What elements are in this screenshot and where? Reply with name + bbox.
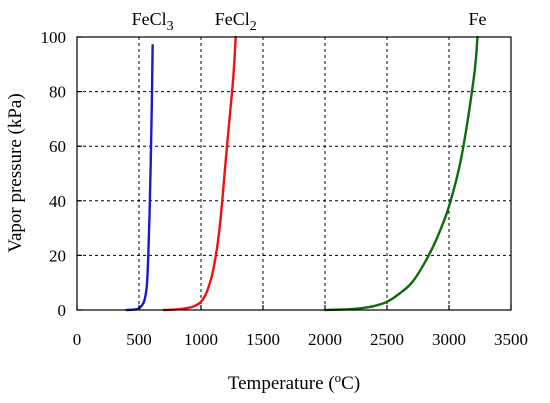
x-tick-label: 1000 — [184, 330, 218, 349]
series-line-fecl2 — [162, 35, 237, 312]
x-tick-label: 0 — [73, 330, 82, 349]
y-tick-label: 60 — [49, 137, 66, 156]
series-group — [125, 35, 479, 312]
x-axis-label: Temperature (oC) — [228, 370, 360, 394]
series-label-fecl2: FeCl2 — [215, 9, 257, 34]
y-tick-label: 0 — [58, 301, 67, 320]
x-tick-label: 1500 — [246, 330, 280, 349]
series-labels: FeCl3 FeCl2 Fe — [132, 9, 487, 34]
x-tick-label: 500 — [126, 330, 152, 349]
x-tick-label: 2000 — [308, 330, 342, 349]
axis-ticks: 0 500 1000 1500 2000 2500 3000 3500 0 20 40 60 80 100 — [41, 28, 529, 349]
y-tick-label: 40 — [49, 192, 66, 211]
plot-frame — [76, 36, 512, 311]
y-tick-label: 100 — [41, 28, 67, 47]
x-tick-label: 3000 — [432, 330, 466, 349]
y-axis-label: Vapor pressure (kPa) — [5, 93, 26, 252]
x-tick-label: 2500 — [370, 330, 404, 349]
series-line-fe — [323, 35, 479, 312]
series-line-fecl3 — [125, 43, 154, 312]
grid — [77, 37, 511, 310]
x-tick-label: 3500 — [494, 330, 528, 349]
series-label-fe: Fe — [469, 9, 487, 29]
y-tick-label: 20 — [49, 246, 66, 265]
y-tick-label: 80 — [49, 83, 66, 102]
series-label-fecl3: FeCl3 — [132, 9, 174, 34]
